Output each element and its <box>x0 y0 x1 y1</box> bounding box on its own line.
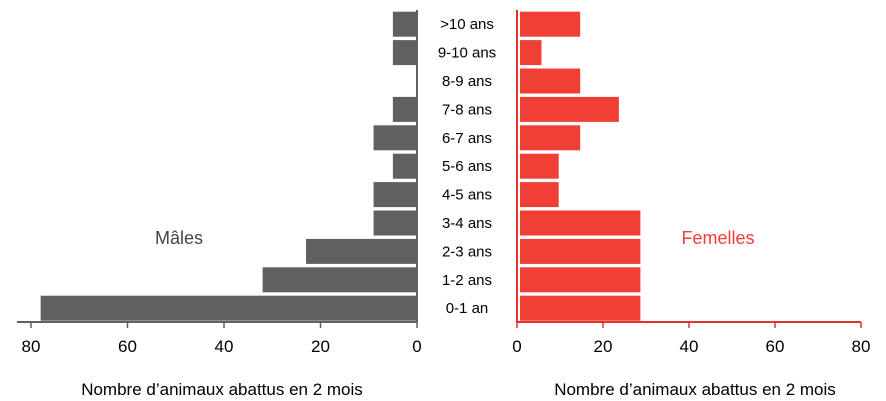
category-label-3: 7-8 ans <box>442 101 492 118</box>
age-category-labels: >10 ans 9-10 ans 8-9 ans 7-8 ans 6-7 ans 5-6 … <box>438 16 496 317</box>
male-bar-8 <box>306 238 417 264</box>
female-series-label: Femelles <box>681 228 754 248</box>
female-bar-6 <box>520 182 559 208</box>
male-axis-tick-label-2: 40 <box>215 337 234 356</box>
male-axis-title: Nombre d’animaux abattus en 2 mois <box>81 380 363 399</box>
male-bar-4 <box>373 125 417 151</box>
male-bar-3 <box>392 96 417 122</box>
male-bar-6 <box>373 182 417 208</box>
female-bar-10 <box>520 295 641 321</box>
female-bar-0 <box>520 11 581 37</box>
male-bar-7 <box>373 210 417 236</box>
female-bar-7 <box>520 210 641 236</box>
female-bar-2 <box>520 68 581 94</box>
female-axis-tick-label-0: 0 <box>512 337 521 356</box>
female-bar-1 <box>520 40 542 66</box>
male-bar-9 <box>262 267 417 293</box>
male-axis-tick-label-1: 60 <box>118 337 137 356</box>
female-bar-4 <box>520 125 581 151</box>
female-bars <box>520 11 641 321</box>
male-bar-5 <box>392 153 417 179</box>
female-axis-title: Nombre d’animaux abattus en 2 mois <box>554 380 836 399</box>
category-label-9: 1-2 ans <box>442 272 492 289</box>
male-x-axis: 80 60 40 20 0 <box>17 10 422 356</box>
female-axis-tick-label-3: 60 <box>766 337 785 356</box>
female-x-axis: 0 20 40 60 80 <box>512 10 870 356</box>
male-bars <box>40 11 418 321</box>
female-bar-5 <box>520 153 559 179</box>
category-label-2: 8-9 ans <box>442 73 492 90</box>
male-bar-10 <box>40 295 418 321</box>
category-label-5: 5-6 ans <box>442 158 492 175</box>
female-bar-3 <box>520 96 619 122</box>
category-label-7: 3-4 ans <box>442 215 492 232</box>
category-label-0: >10 ans <box>440 16 494 33</box>
male-bar-0 <box>392 11 417 37</box>
category-label-8: 2-3 ans <box>442 243 492 260</box>
male-axis-tick-label-0: 80 <box>22 337 41 356</box>
female-axis-tick-label-1: 20 <box>594 337 613 356</box>
male-axis-tick-label-3: 20 <box>311 337 330 356</box>
category-label-1: 9-10 ans <box>438 45 496 62</box>
female-bar-9 <box>520 267 641 293</box>
female-bar-8 <box>520 238 641 264</box>
female-axis-tick-label-2: 40 <box>680 337 699 356</box>
category-label-4: 6-7 ans <box>442 130 492 147</box>
category-label-6: 4-5 ans <box>442 187 492 204</box>
male-series-label: Mâles <box>155 228 203 248</box>
male-bar-1 <box>392 40 417 66</box>
male-axis-tick-label-4: 0 <box>412 337 421 356</box>
female-axis-tick-label-4: 80 <box>852 337 871 356</box>
category-label-10: 0-1 an <box>446 300 489 317</box>
